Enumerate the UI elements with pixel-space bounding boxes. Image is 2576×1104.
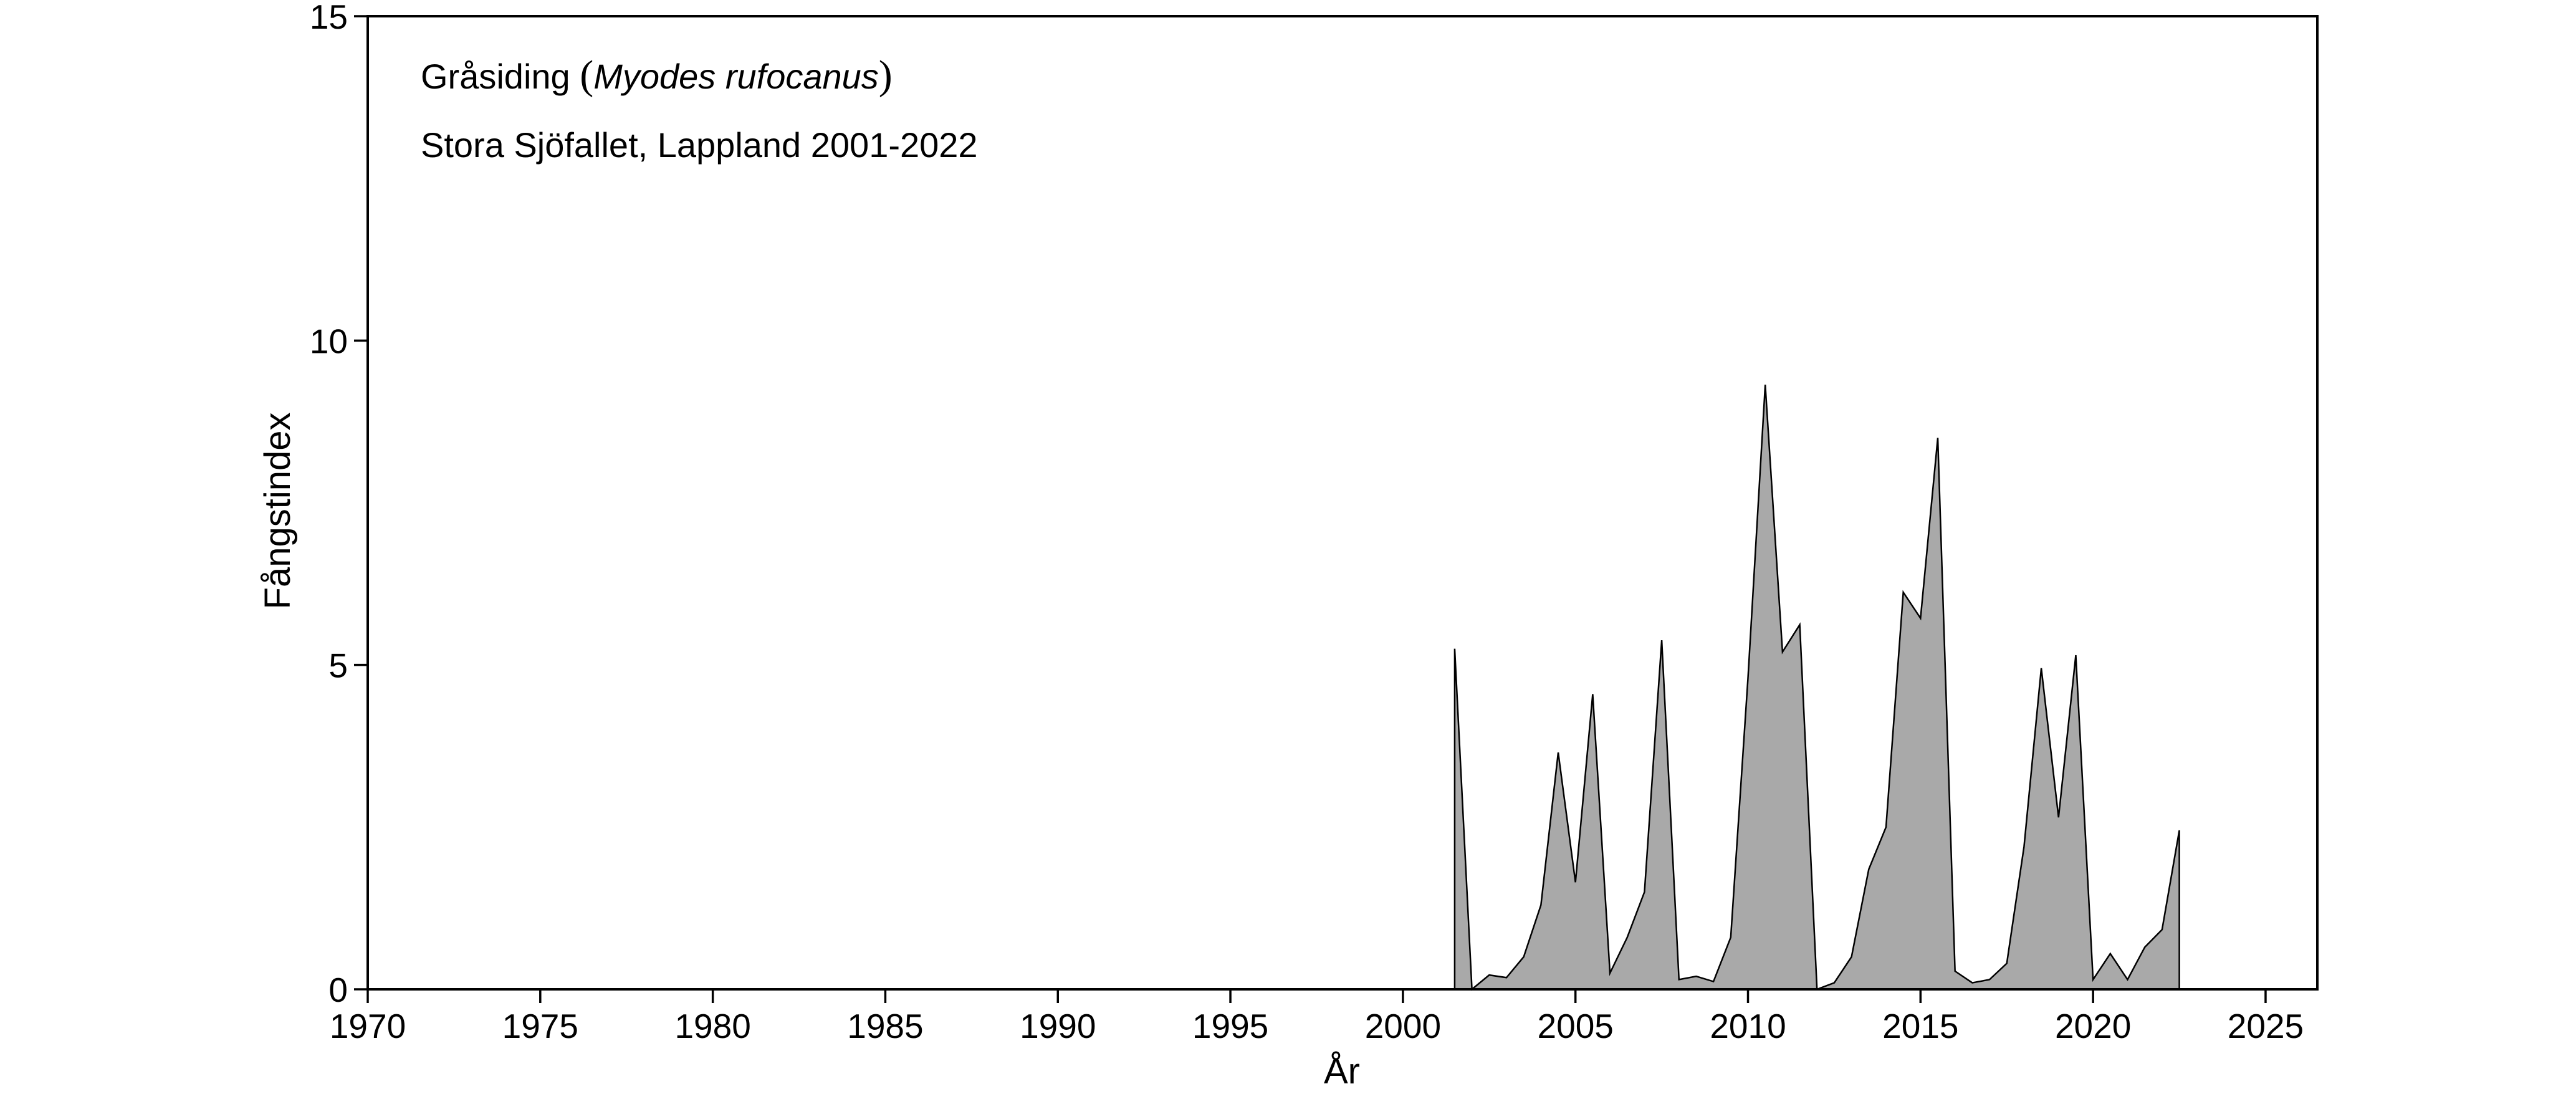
x-tick-label: 1985 [847,1007,923,1045]
chart-title-open-paren: ( [580,52,593,98]
x-tick-label: 2025 [2228,1007,2304,1045]
y-tick-label: 5 [328,646,348,685]
y-tick-label: 10 [310,322,348,360]
chart-title: Gråsiding (Myodes rufocanus) [421,52,893,98]
x-axis-ticks: 1970 1975 1980 1985 1990 1995 2000 2005 2010 2015… [330,989,2304,1045]
chart-title-close-paren: ) [879,52,893,98]
chart-subtitle: Stora Sjöfallet, Lappland 2001-2022 [421,125,978,165]
y-tick-label: 0 [328,971,348,1009]
y-axis-label: Fångstindex [257,413,298,610]
x-tick-label: 2015 [1882,1007,1958,1045]
x-tick-label: 2000 [1365,1007,1441,1045]
x-tick-label: 1995 [1192,1007,1268,1045]
chart-title-species: Myodes rufocanus [593,57,879,96]
series-layer [1453,385,2180,991]
x-tick-label: 2005 [1538,1007,1614,1045]
x-tick-label: 1980 [674,1007,750,1045]
y-tick-label: 15 [310,0,348,36]
y-axis-ticks: 0 5 10 15 [310,0,368,1009]
x-tick-label: 1970 [330,1007,406,1045]
x-tick-label: 2020 [2055,1007,2131,1045]
chart-title-common-name: Gråsiding [421,57,570,96]
x-tick-label: 1975 [502,1007,578,1045]
x-tick-label: 2010 [1710,1007,1786,1045]
plot-frame [366,15,2319,991]
series-area-0 [1454,385,2180,989]
x-axis-label: År [1324,1051,1360,1092]
x-tick-label: 1990 [1020,1007,1096,1045]
